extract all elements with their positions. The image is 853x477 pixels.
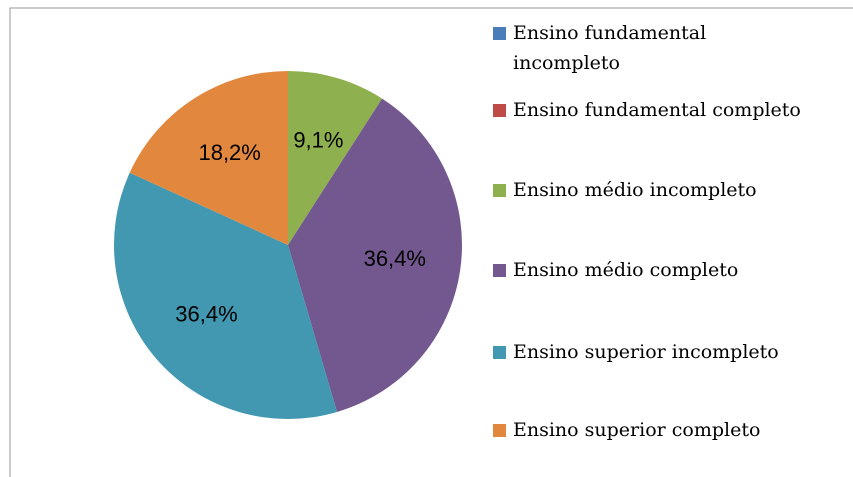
legend-swatch: [493, 184, 506, 197]
legend-swatch: [493, 346, 506, 359]
legend-label: Ensino médio incompleto: [513, 179, 757, 201]
legend-swatch: [493, 104, 506, 117]
legend-label: Ensino médio completo: [513, 259, 739, 281]
pie-slice: [113, 172, 338, 419]
pie-slice: [288, 98, 462, 412]
legend-swatch: [493, 264, 506, 277]
data-label: 36,4%: [175, 301, 237, 326]
pie-slice: [288, 71, 383, 245]
data-label: 18,2%: [198, 140, 260, 165]
legend-label: Ensino superior completo: [513, 419, 761, 441]
data-label: 9,1%: [293, 127, 343, 152]
legend-label: Ensino superior incompleto: [513, 341, 779, 363]
frame: [9, 7, 853, 477]
legend-swatch: [493, 424, 506, 437]
legend-swatch: [493, 27, 506, 40]
legend-label: Ensino fundamental incompleto: [513, 22, 707, 74]
legend: Ensino fundamental incompleto Ensino fund…: [493, 0, 853, 477]
pie-slice: [129, 71, 288, 245]
legend-label: Ensino fundamental completo: [513, 99, 801, 121]
data-label: 36,4%: [364, 246, 426, 271]
